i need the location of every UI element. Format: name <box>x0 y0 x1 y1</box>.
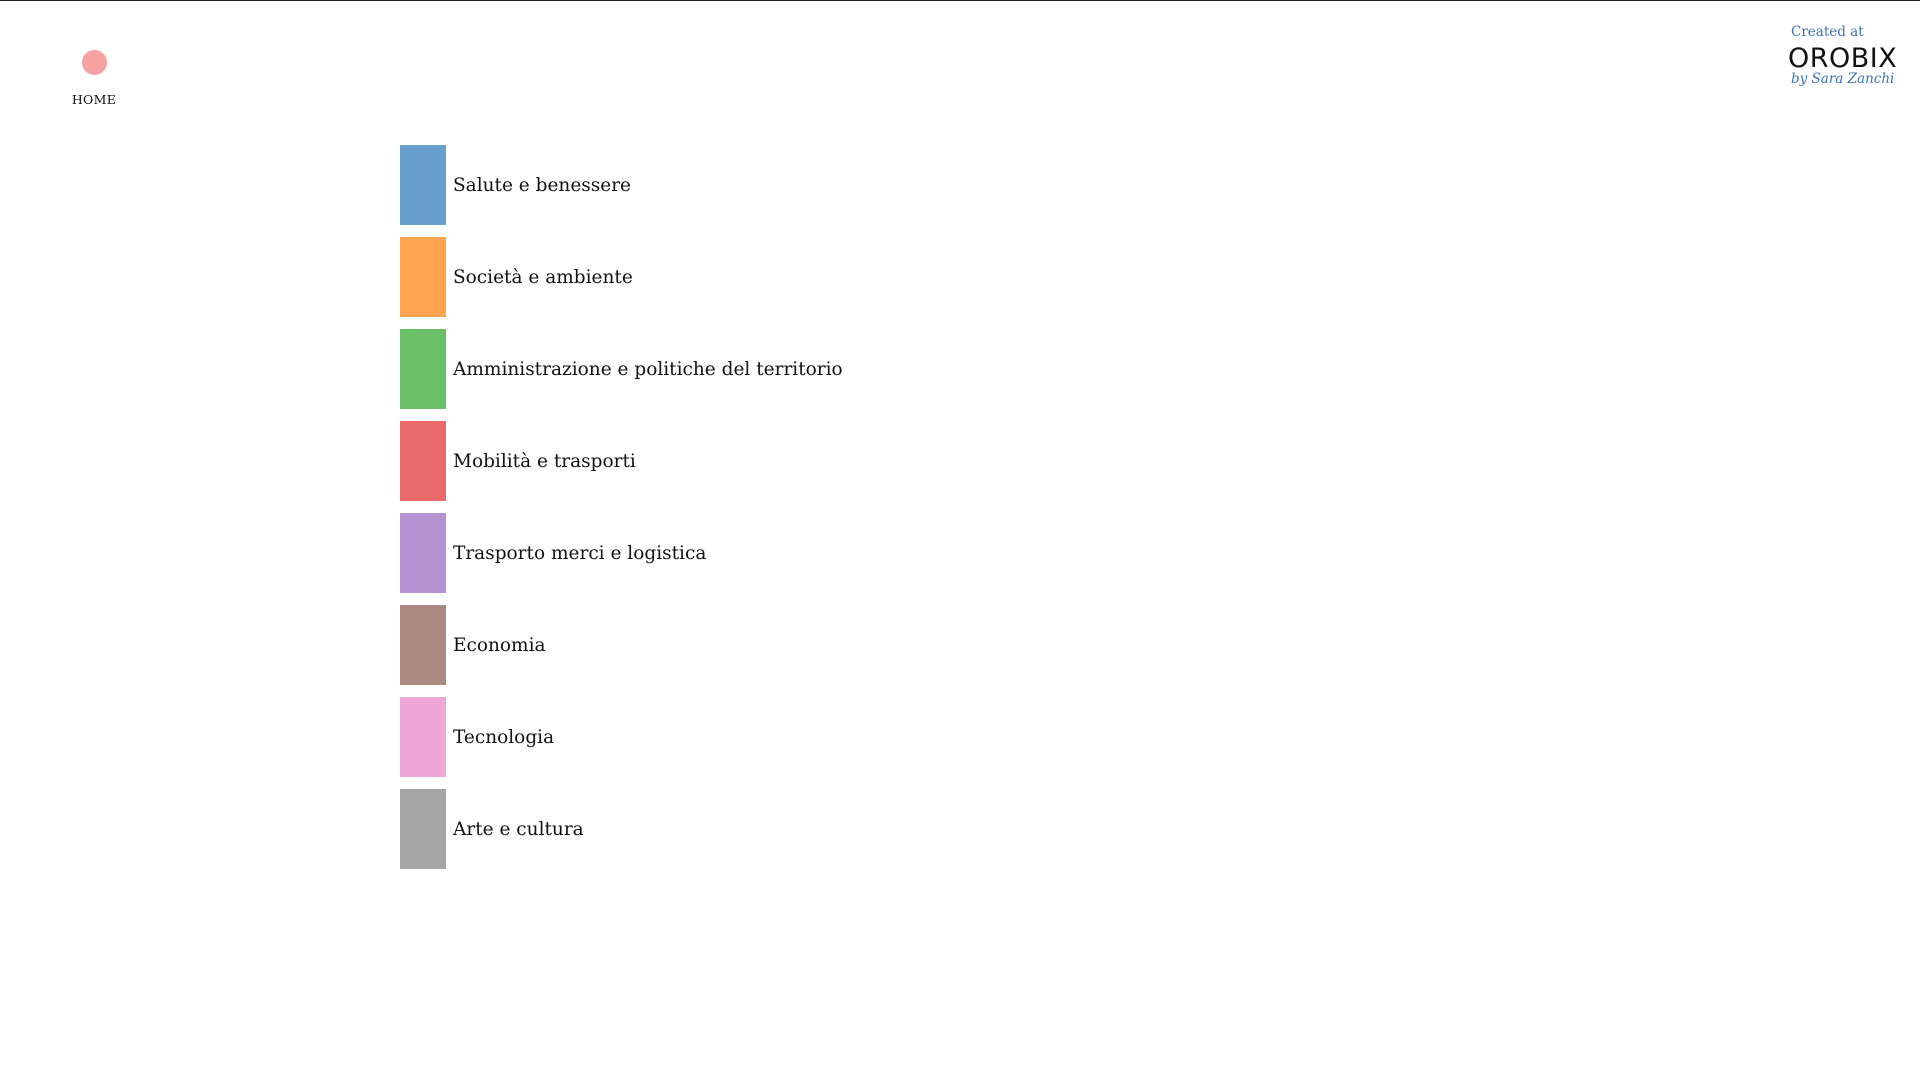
legend-label: Tecnologia <box>453 726 555 748</box>
legend-swatch <box>400 697 446 777</box>
home-label: HOME <box>71 92 117 107</box>
brand-credit[interactable]: Created at OROBIX by Sara Zanchi <box>1788 24 1908 87</box>
legend-item-tecnologia[interactable]: Tecnologia <box>400 697 843 777</box>
legend-swatch <box>400 605 446 685</box>
legend-label: Economia <box>453 634 546 656</box>
legend-swatch <box>400 145 446 225</box>
legend-label: Trasporto merci e logistica <box>453 542 707 564</box>
legend-label: Arte e cultura <box>453 818 584 840</box>
brand-author: by Sara Zanchi <box>1791 70 1895 87</box>
home-link[interactable]: HOME <box>60 46 128 107</box>
legend-item-amministrazione[interactable]: Amministrazione e politiche del territor… <box>400 329 843 409</box>
legend-label: Salute e benessere <box>453 174 632 196</box>
top-divider <box>0 0 1920 1</box>
legend-item-salute[interactable]: Salute e benessere <box>400 145 843 225</box>
category-legend: Salute e benessere Società e ambiente Am… <box>400 145 843 881</box>
legend-label: Società e ambiente <box>453 266 633 288</box>
legend-item-economia[interactable]: Economia <box>400 605 843 685</box>
legend-swatch <box>400 237 446 317</box>
legend-item-arte[interactable]: Arte e cultura <box>400 789 843 869</box>
legend-item-societa[interactable]: Società e ambiente <box>400 237 843 317</box>
legend-swatch <box>400 421 446 501</box>
legend-swatch <box>400 329 446 409</box>
legend-label: Mobilità e trasporti <box>453 450 636 472</box>
brand-created-at: Created at <box>1791 24 1864 40</box>
legend-label: Amministrazione e politiche del territor… <box>453 358 843 380</box>
legend-item-mobilita[interactable]: Mobilità e trasporti <box>400 421 843 501</box>
legend-swatch <box>400 513 446 593</box>
home-dot-icon <box>81 50 107 75</box>
legend-item-trasporto-merci[interactable]: Trasporto merci e logistica <box>400 513 843 593</box>
legend-swatch <box>400 789 446 869</box>
orobix-logo: OROBIX <box>1788 42 1898 74</box>
